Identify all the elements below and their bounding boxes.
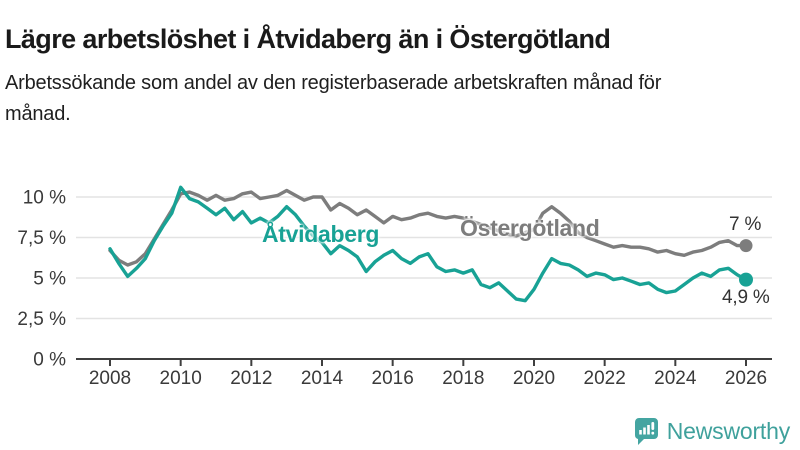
x-tick-label: 2026 xyxy=(725,368,767,389)
y-tick-label: 10 % xyxy=(23,188,66,209)
x-tick-label: 2008 xyxy=(89,368,131,389)
y-tick-label: 5 % xyxy=(33,269,66,290)
end-dot-östergötland xyxy=(739,239,753,253)
newsworthy-bubble-icon xyxy=(634,417,659,445)
series-label-atvidaberg: Åtvidaberg xyxy=(262,221,380,247)
newsworthy-logo[interactable]: Newsworthy xyxy=(634,416,790,446)
x-tick-label: 2014 xyxy=(301,368,344,389)
series-label-ostergotland: Östergötland xyxy=(460,215,600,241)
x-tick-label: 2016 xyxy=(372,368,414,389)
newsworthy-wordmark: Newsworthy xyxy=(666,417,790,444)
x-tick-label: 2024 xyxy=(654,368,697,389)
y-tick-label: 7,5 % xyxy=(17,228,66,249)
x-tick-label: 2012 xyxy=(230,368,272,389)
x-tick-label: 2018 xyxy=(442,368,484,389)
x-tick-label: 2020 xyxy=(513,368,555,389)
end-value-atvidaberg: 4,9 % xyxy=(722,287,770,308)
x-tick-label: 2010 xyxy=(160,368,202,389)
y-tick-label: 0 % xyxy=(33,350,66,371)
end-dot-åtvidaberg xyxy=(738,272,753,287)
page-title: Lägre arbetslöshet i Åtvidaberg än i Öst… xyxy=(5,24,611,55)
series-line-östergötland xyxy=(108,188,748,267)
y-tick-label: 2,5 % xyxy=(17,309,66,330)
series-line-åtvidaberg xyxy=(108,185,748,303)
x-tick-label: 2022 xyxy=(584,368,626,389)
page-subtitle: Arbetssökande som andel av den registerb… xyxy=(5,72,662,125)
end-value-ostergotland: 7 % xyxy=(729,214,762,235)
